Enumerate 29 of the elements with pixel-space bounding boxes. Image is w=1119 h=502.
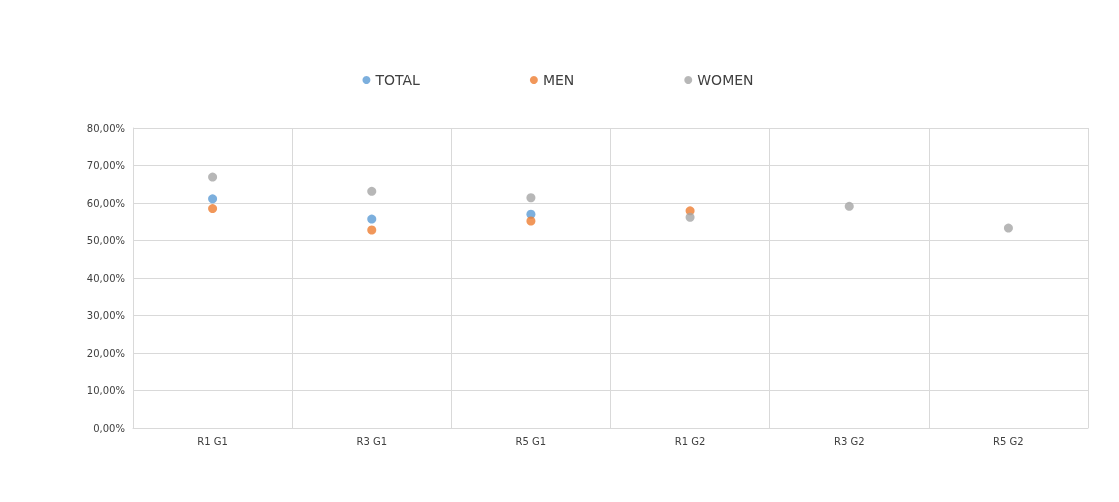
y-tick-label: 80,00% bbox=[86, 122, 125, 134]
x-tick-label: R5 G2 bbox=[993, 435, 1024, 447]
y-tick-label: 60,00% bbox=[86, 197, 125, 209]
y-tick-label: 10,00% bbox=[86, 385, 125, 396]
y-tick-label: 50,00% bbox=[86, 235, 125, 246]
legend-label: MEN bbox=[542, 72, 575, 88]
point bbox=[844, 201, 854, 211]
x-tick-label: R5 G1 bbox=[515, 435, 547, 447]
x-tick-label: R1 G1 bbox=[197, 435, 228, 447]
y-tick-label: 0,00% bbox=[93, 422, 125, 434]
point bbox=[526, 193, 536, 203]
point bbox=[208, 204, 218, 214]
point bbox=[367, 214, 377, 224]
y-tick-label: 20,00% bbox=[86, 347, 125, 359]
legend-label: WOMEN bbox=[697, 72, 754, 88]
point bbox=[367, 186, 377, 196]
x-tick-label: R3 G2 bbox=[833, 435, 865, 447]
y-tick-label: 70,00% bbox=[86, 160, 125, 171]
point bbox=[208, 194, 218, 204]
x-tick-label: R3 G1 bbox=[356, 435, 388, 447]
point bbox=[1003, 223, 1013, 233]
point bbox=[367, 225, 377, 235]
point bbox=[685, 212, 695, 222]
y-tick-label: 40,00% bbox=[86, 272, 125, 284]
x-tick-label: R1 G2 bbox=[674, 435, 706, 447]
point bbox=[526, 216, 536, 226]
point bbox=[208, 172, 218, 182]
legend-label: TOTAL bbox=[374, 72, 421, 88]
y-tick-label: 30,00% bbox=[86, 310, 125, 321]
